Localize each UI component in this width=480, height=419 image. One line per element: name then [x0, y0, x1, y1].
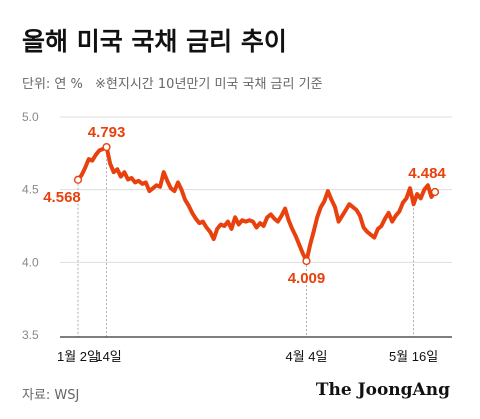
- x-tick-label: 4월 4일: [285, 349, 327, 364]
- chart-title: 올해 미국 국채 금리 추이: [22, 27, 287, 56]
- annotation-layer: 4.568 4.793 4.009 4.484: [43, 124, 446, 287]
- data-label: 4.009: [288, 270, 326, 287]
- x-tick-label: 14일: [95, 349, 121, 364]
- note-label: ※현지시간 10년만기 미국 국채 금리 기준: [95, 77, 323, 92]
- y-tick-label: 3.5: [22, 328, 39, 342]
- x-tick-label: 5월 16일: [389, 349, 438, 364]
- point-marker: [430, 187, 440, 197]
- data-label: 4.793: [88, 124, 126, 141]
- series-line: [76, 145, 437, 263]
- x-tick-label: 1월 2일: [57, 349, 99, 364]
- marker-layer: [73, 142, 440, 266]
- point-marker: [102, 142, 111, 152]
- unit-label: 단위: 연 %: [22, 77, 83, 92]
- y-tick-label: 5.0: [22, 110, 39, 124]
- source-label: 자료: WSJ: [22, 388, 80, 403]
- data-label: 4.568: [43, 189, 81, 206]
- y-tick-label: 4.5: [22, 183, 39, 197]
- point-marker: [302, 256, 311, 266]
- grid-layer: [60, 116, 452, 263]
- chart-subtitle: 단위: 연 % ※현지시간 10년만기 미국 국채 금리 기준: [22, 73, 323, 92]
- guide-lines: [77, 147, 414, 337]
- y-tick-label: 4.0: [22, 255, 39, 269]
- data-label: 4.484: [408, 165, 446, 182]
- point-marker: [73, 175, 83, 184]
- y-tick-labels: 5.0 4.5 4.0 3.5: [22, 110, 39, 342]
- publisher-logo: The JoongAng: [315, 380, 450, 400]
